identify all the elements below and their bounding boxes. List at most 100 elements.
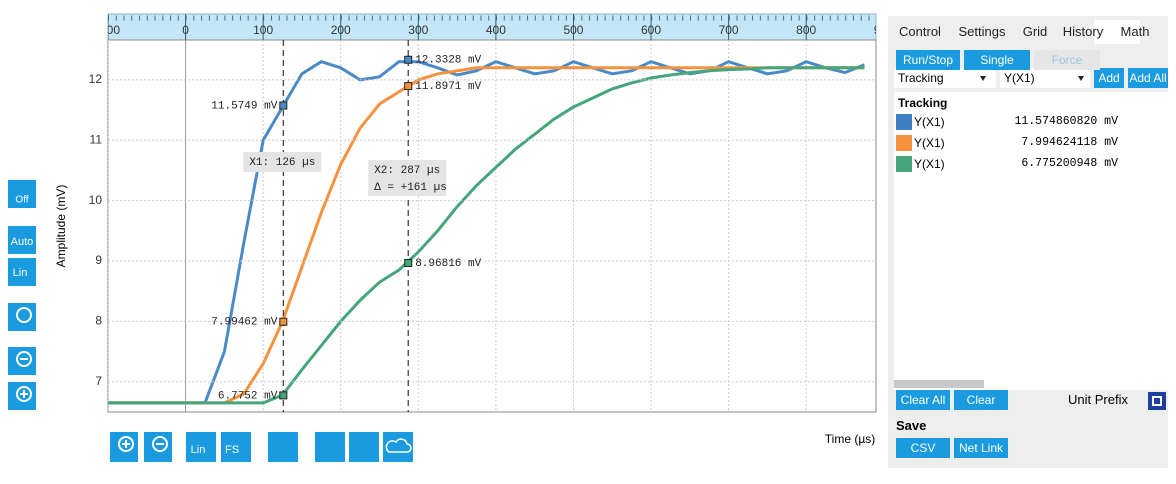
color-swatch	[896, 135, 912, 151]
x-ruler-label: 800	[796, 23, 816, 37]
cursor-marker	[404, 82, 413, 91]
tracking-name: Y(X1)	[914, 115, 945, 129]
select-text: Y(X1)	[1004, 71, 1035, 85]
active-tab-bg	[1094, 20, 1140, 44]
zoom-fit-button[interactable]	[8, 303, 36, 331]
add-all-button[interactable]: Add All	[1128, 68, 1168, 88]
icon	[385, 438, 412, 453]
icon	[16, 307, 32, 323]
zoom-in-button[interactable]	[8, 382, 36, 410]
tab[interactable]: History	[1062, 24, 1104, 39]
scale-mode-button[interactable]	[8, 258, 36, 286]
control-button[interactable]: Force	[1034, 50, 1100, 70]
cursor-delta: Δ = +161 µs	[374, 182, 447, 194]
control-button[interactable]: Single	[964, 50, 1030, 70]
y-tick-label: 11	[90, 132, 103, 146]
cursor-marker	[279, 317, 288, 326]
marker-label: 12.3328 mV	[415, 55, 481, 67]
x-ruler-label: 400	[486, 23, 506, 37]
button-label: Off	[15, 195, 28, 206]
marker-label: 7.99462 mV	[211, 317, 277, 329]
tracking-name: Y(X1)	[914, 136, 945, 150]
icon	[118, 436, 134, 452]
x-ruler-label: 500	[563, 23, 583, 37]
x-ruler-label: 700	[719, 23, 739, 37]
unit-prefix-label: Unit Prefix	[1068, 392, 1128, 407]
plot-area	[107, 39, 877, 413]
x-tick-label: 100	[253, 413, 273, 427]
zoom-out-button[interactable]	[8, 347, 36, 375]
icon	[16, 386, 32, 402]
marker-label: 6.7752 mV	[218, 390, 278, 402]
auto-scale-button[interactable]	[8, 226, 36, 254]
add-button[interactable]: Add	[1094, 68, 1124, 88]
export-button[interactable]	[315, 432, 345, 462]
y-tick-label: 9	[95, 253, 102, 267]
x-ruler-label: 200	[331, 23, 351, 37]
plot-clip: -100 -100 0 0 100 100 200 200 300 300 400 400 500 500…	[96, 14, 876, 427]
x-tick-label: 400	[486, 413, 506, 427]
left-toolbar: Off Auto Lin	[8, 180, 36, 410]
x-ruler[interactable]	[107, 13, 877, 41]
tab[interactable]: Settings	[958, 24, 1006, 39]
scrollbar[interactable]	[894, 380, 984, 388]
x-tick-label: 600	[641, 413, 661, 427]
y-axis-label: Amplitude (mV)	[54, 185, 68, 268]
color-swatch	[896, 114, 912, 130]
x-ruler-label: -100	[96, 23, 120, 37]
x-axis-label: Time (µs)	[825, 432, 875, 446]
tracking-list	[894, 92, 1168, 390]
series-line	[108, 60, 865, 405]
color-swatch	[896, 156, 912, 172]
cursor-button[interactable]	[268, 432, 298, 462]
chart: Amplitude (mV) Time (µs) Off Auto Lin Li…	[8, 13, 877, 462]
dropdown-arrow	[980, 76, 986, 81]
x-tick-label: 200	[331, 413, 351, 427]
x-tick-label: 300	[408, 413, 428, 427]
marker-label: 11.5749 mV	[211, 100, 277, 112]
cursor-marker	[404, 55, 413, 64]
unit-prefix-toggle[interactable]	[1148, 392, 1166, 410]
tab[interactable]: Grid	[1022, 24, 1048, 39]
bottom-toolbar: Lin FS	[110, 432, 413, 462]
button-label: FS	[225, 444, 239, 456]
button-label: Lin	[191, 444, 206, 456]
clear-button[interactable]: Clear	[954, 390, 1008, 410]
tracking-select[interactable]: Tracking	[894, 68, 996, 88]
cursor-label: X1: 126 µs	[249, 157, 315, 169]
x-ruler-label: 100	[253, 23, 273, 37]
icon	[16, 351, 32, 367]
icon	[152, 436, 168, 452]
control-button[interactable]: Run/Stop	[896, 50, 960, 70]
dropdown-arrow	[1078, 76, 1084, 81]
icon	[20, 390, 28, 398]
scale-mode-button[interactable]	[186, 432, 216, 462]
icon	[122, 440, 130, 448]
tab[interactable]: Control	[899, 24, 941, 39]
cursor-marker	[279, 101, 288, 110]
button-label: Auto	[11, 236, 34, 248]
clear-all-button[interactable]: Clear All	[896, 390, 950, 410]
export-button[interactable]	[349, 432, 379, 462]
source-select[interactable]: Y(X1)	[1000, 68, 1090, 88]
csv-button[interactable]: CSV	[896, 438, 950, 458]
marker-label: 8.96816 mV	[415, 258, 481, 270]
tab[interactable]: Math	[1120, 24, 1150, 39]
cloud-button[interactable]	[383, 432, 413, 462]
tracking-title: Tracking	[898, 96, 948, 110]
x-ruler-label: 300	[408, 23, 428, 37]
x-tick-label: 500	[563, 413, 583, 427]
net-link-button[interactable]: Net Link	[954, 438, 1008, 458]
marker-label: 11.8971 mV	[415, 81, 481, 93]
tracking-value: 7.994624118 mV	[1021, 136, 1118, 149]
cursor-marker	[404, 258, 413, 267]
cursor-label: X2: 287 µs	[374, 165, 440, 177]
x-ruler-label: 600	[641, 23, 661, 37]
cursor-label-box	[368, 160, 447, 196]
fullscale-button[interactable]	[221, 432, 251, 462]
y-tick-label: 8	[95, 314, 102, 328]
grid-toggle-button[interactable]	[8, 180, 36, 208]
x-tick-label: 0	[182, 413, 189, 427]
tracking-name: Y(X1)	[914, 157, 945, 171]
